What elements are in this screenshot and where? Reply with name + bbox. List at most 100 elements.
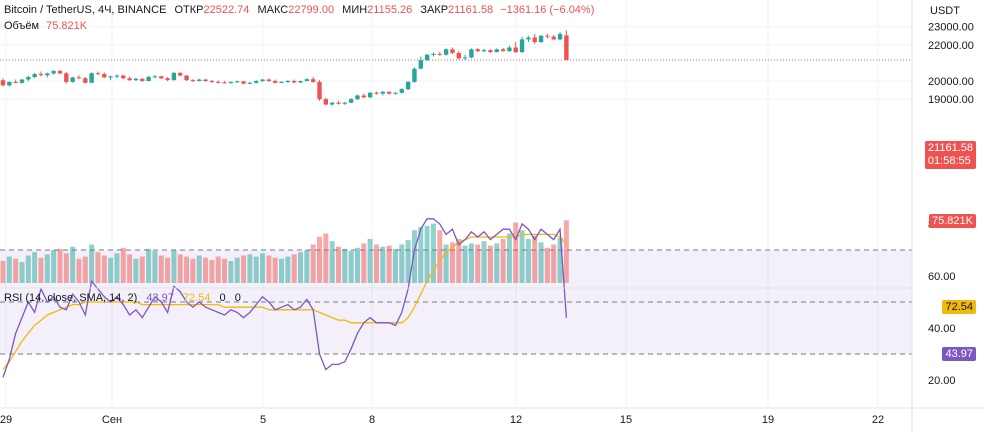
volume-bar xyxy=(557,237,563,283)
candle-body xyxy=(424,54,430,61)
volume-bar xyxy=(95,252,101,283)
volume-legend: Объём 75.821K xyxy=(4,20,87,32)
rsi-tick-label: 40.00 xyxy=(928,323,956,335)
candle-body xyxy=(159,76,164,79)
candle-body xyxy=(348,99,354,103)
open-label: ОТКР xyxy=(174,4,204,16)
volume-bar xyxy=(405,240,411,283)
candle-body xyxy=(361,95,367,98)
volume-bar xyxy=(298,252,304,283)
volume-bar xyxy=(335,246,341,283)
volume-bar xyxy=(513,222,519,283)
volume-bar xyxy=(222,258,228,283)
volume-bar xyxy=(323,233,329,283)
candle-body xyxy=(405,81,411,90)
rsi-title[interactable]: RSI (14, close, SMA, 14, 2) xyxy=(4,292,138,304)
volume-bar xyxy=(538,242,544,283)
volume-bar xyxy=(361,243,367,283)
candle-body xyxy=(266,79,272,81)
candle-body xyxy=(13,81,18,83)
candle-body xyxy=(70,77,75,82)
volume-bar xyxy=(25,255,31,283)
volume-bar xyxy=(481,241,487,283)
candle-body xyxy=(127,78,132,81)
volume-bar xyxy=(51,250,57,283)
volume-bar xyxy=(487,245,493,283)
volume-bar xyxy=(38,257,44,283)
volume-bar xyxy=(82,256,88,283)
volume-bar xyxy=(44,254,50,283)
time-tick-label: 15 xyxy=(620,414,632,426)
candle-body xyxy=(329,102,335,105)
candle-body xyxy=(310,79,316,82)
bar-countdown: 01:58:55 xyxy=(927,155,971,167)
candle-body xyxy=(564,35,569,60)
candle-body xyxy=(165,78,170,81)
volume-bar xyxy=(139,256,145,283)
candle-body xyxy=(203,79,208,81)
candle-body xyxy=(235,81,240,83)
candle-body xyxy=(538,35,544,43)
candle-body xyxy=(456,52,461,59)
candle-body xyxy=(108,76,113,78)
candle-body xyxy=(481,50,487,52)
rsi-value: 43.97 xyxy=(146,292,174,304)
candle-body xyxy=(304,79,310,81)
candle-body xyxy=(114,75,120,77)
volume-bar xyxy=(6,256,12,283)
volume-bar xyxy=(475,244,481,283)
volume-label[interactable]: Объём xyxy=(4,20,40,32)
volume-bar xyxy=(519,230,525,283)
candle-body xyxy=(140,78,145,81)
volume-bar xyxy=(532,235,538,283)
candle-body xyxy=(500,49,506,52)
volume-bar xyxy=(203,257,209,283)
candle-body xyxy=(475,49,480,52)
volume-value: 75.821K xyxy=(46,20,88,32)
candle-body xyxy=(298,81,303,83)
volume-bar xyxy=(133,258,139,283)
volume-bar xyxy=(430,223,436,283)
rsi-ma-value: 72.54 xyxy=(182,292,211,304)
volume-bar xyxy=(209,259,215,283)
volume-bar xyxy=(437,230,443,283)
price-tick-label: 22000.00 xyxy=(928,40,974,52)
volume-bar xyxy=(563,220,569,283)
volume-bar xyxy=(32,252,38,283)
candle-body xyxy=(279,81,284,83)
volume-bar xyxy=(0,261,6,283)
volume-bar xyxy=(443,244,449,283)
last-price-label: 21161.58 01:58:55 xyxy=(924,141,976,169)
volume-bar xyxy=(190,258,196,283)
volume-bar xyxy=(310,244,316,283)
candle-body xyxy=(102,74,107,78)
rsi-legend: RSI (14, close, SMA, 14, 2) 43.97 72.54 … xyxy=(4,292,241,304)
time-tick-label: Сен xyxy=(102,414,122,426)
price-tick-label: 19000.00 xyxy=(928,94,974,106)
price-tick-label: 23000.00 xyxy=(928,22,974,34)
candle-body xyxy=(323,99,329,105)
volume-bar xyxy=(241,255,247,283)
candle-body xyxy=(197,79,202,81)
candle-body xyxy=(152,76,158,78)
candle-body xyxy=(222,82,227,84)
candles xyxy=(0,30,569,106)
candle-body xyxy=(285,81,291,82)
volume-bar xyxy=(329,241,335,283)
volume-bar xyxy=(279,258,285,283)
candle-body xyxy=(431,53,436,55)
candle-body xyxy=(178,72,183,76)
volume-bar xyxy=(196,255,202,283)
symbol-title[interactable]: Bitcoin / TetherUS, 4Ч, BINANCE xyxy=(4,4,167,16)
candle-body xyxy=(247,82,253,84)
candle-body xyxy=(532,37,537,43)
volume-bar xyxy=(266,255,272,283)
candle-body xyxy=(38,74,44,76)
close-value: 21161.58 xyxy=(448,4,494,16)
candle-body xyxy=(133,78,139,81)
last-price-value: 21161.58 xyxy=(927,142,973,154)
candle-body xyxy=(89,73,94,83)
candle-body xyxy=(399,89,404,93)
candle-body xyxy=(83,78,88,83)
